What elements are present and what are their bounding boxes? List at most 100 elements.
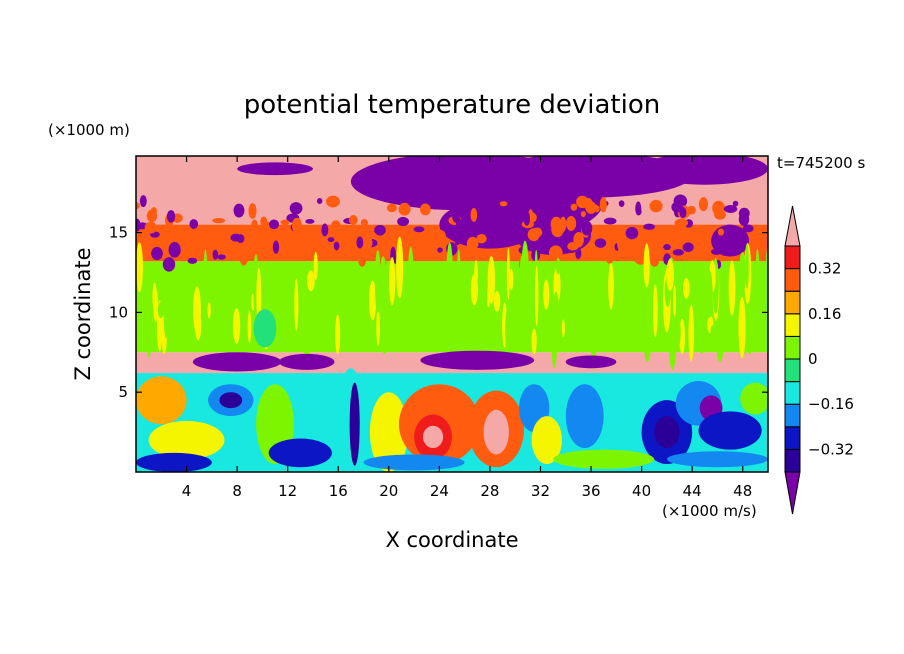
colorbar-box	[784, 358, 801, 383]
field-cell	[268, 219, 280, 230]
field-cell	[509, 280, 515, 324]
field-cell	[369, 392, 408, 472]
field-cell	[396, 236, 404, 299]
y-unit-label: (×1000 m)	[48, 121, 130, 139]
y-tick-label: 5	[118, 383, 128, 401]
field-cell	[374, 250, 381, 313]
field-cell	[260, 216, 268, 227]
field-cell	[235, 246, 242, 256]
field-cell	[696, 265, 700, 307]
field-cell	[679, 318, 685, 355]
x-tick-label: 28	[480, 482, 499, 500]
colorbar-tick-label: −0.16	[808, 395, 854, 413]
field-cell	[672, 249, 685, 256]
field-cell	[340, 226, 352, 235]
field-cell	[745, 243, 749, 289]
field-cell	[189, 219, 199, 229]
field-cell	[755, 248, 760, 311]
field-cell	[280, 219, 290, 226]
field-cell	[352, 299, 356, 325]
field-cell	[696, 254, 706, 260]
field-cell	[603, 384, 642, 465]
field-cell	[676, 266, 683, 288]
field-cell	[466, 236, 479, 251]
field-cell	[437, 247, 443, 253]
x-tick-label: 4	[182, 482, 192, 500]
field-cell	[603, 217, 617, 225]
field-cell	[470, 208, 478, 222]
field-cell	[621, 282, 630, 301]
field-cell	[157, 301, 164, 318]
field-cell	[192, 352, 282, 372]
field-cell	[358, 252, 367, 267]
field-cell	[643, 243, 650, 288]
field-cell	[723, 224, 735, 232]
field-cell	[150, 226, 164, 232]
field-cell	[599, 196, 607, 213]
field-cell	[136, 452, 212, 472]
x-tick-label: 24	[430, 482, 449, 500]
field-cell	[576, 195, 589, 209]
colorbar-box	[784, 268, 801, 292]
field-cell	[705, 269, 713, 319]
x-axis-label: X coordinate	[385, 528, 518, 552]
field-cell	[151, 246, 163, 261]
field-cell	[523, 211, 531, 226]
field-cell	[420, 203, 431, 216]
field-cell	[551, 222, 564, 238]
field-cell	[148, 420, 225, 460]
field-cell	[585, 201, 597, 214]
field-cell	[291, 217, 302, 233]
x-tick-label: 20	[379, 482, 398, 500]
field-cell	[397, 216, 410, 227]
field-cell	[146, 294, 152, 358]
field-cell	[415, 231, 422, 243]
field-cell	[506, 247, 510, 300]
field-cell	[294, 278, 299, 331]
field-cell	[152, 282, 157, 311]
field-cell	[335, 314, 341, 355]
colorbar-tick-label: 0.16	[808, 305, 841, 323]
colorbar-box	[784, 245, 801, 270]
field-cell	[567, 242, 579, 251]
field-cell	[636, 207, 642, 216]
field-cell	[717, 228, 725, 236]
field-cell	[649, 199, 663, 213]
field-cell	[162, 257, 176, 272]
field-cell	[348, 215, 358, 226]
x-tick-label: 48	[733, 482, 752, 500]
field-cell	[566, 215, 577, 231]
field-cell	[356, 236, 364, 249]
field-cell	[139, 195, 147, 208]
x-tick-label: 12	[278, 482, 297, 500]
field-cell	[682, 242, 694, 253]
field-cell	[575, 247, 582, 260]
field-cell	[654, 416, 680, 449]
field-cell	[553, 291, 559, 325]
field-cell	[739, 251, 746, 293]
field-cell	[233, 264, 239, 306]
field-cell	[481, 210, 495, 221]
field-cell	[570, 203, 578, 211]
field-cell	[250, 219, 259, 235]
field-cell	[389, 256, 396, 306]
field-cell	[237, 162, 313, 176]
field-cell	[207, 302, 211, 319]
field-cell	[738, 212, 750, 226]
colorbar-extend-max	[784, 205, 801, 247]
field-cell	[408, 246, 414, 297]
field-cell	[666, 258, 674, 291]
field-cell	[663, 243, 671, 251]
field-cell	[240, 253, 248, 266]
colorbar-box	[784, 313, 801, 337]
y-axis: 5 10 15	[109, 224, 768, 401]
field-cell	[710, 325, 716, 343]
field-cell	[303, 322, 311, 360]
field-cell	[573, 268, 581, 286]
field-cell	[674, 218, 689, 227]
field-cell	[671, 201, 683, 213]
field-cell	[369, 280, 377, 321]
field-cell	[168, 241, 181, 258]
field-cell	[349, 382, 360, 466]
field-cell	[534, 265, 539, 327]
